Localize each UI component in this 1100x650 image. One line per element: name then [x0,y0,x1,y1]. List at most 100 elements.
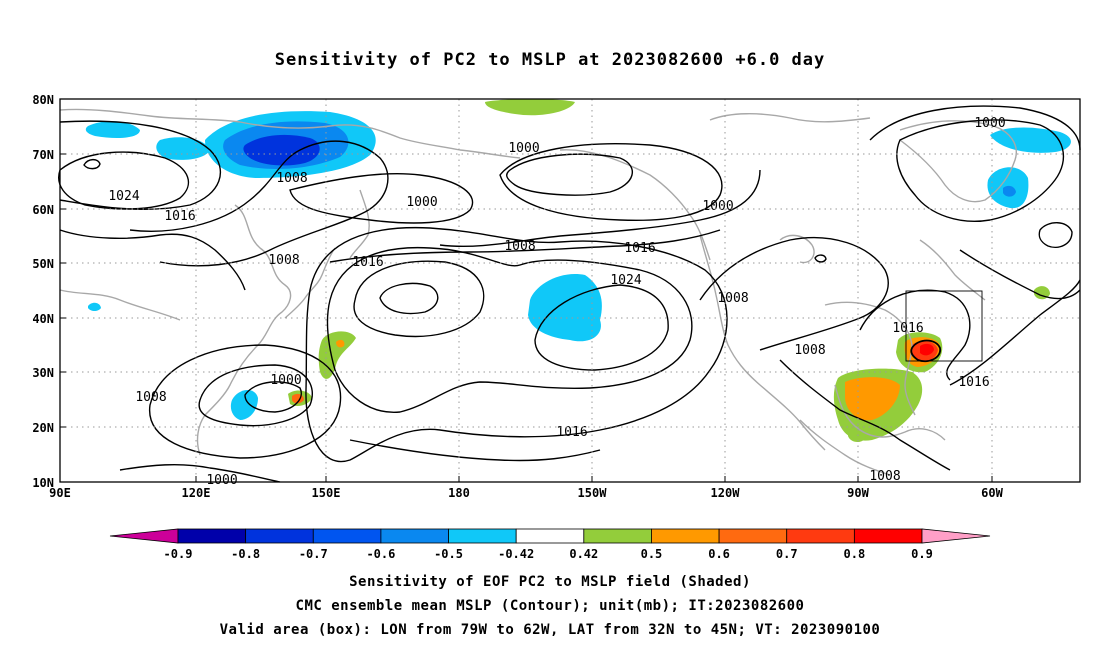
contour-high-central-pacific-inner [379,282,439,315]
contour-siberia-1008 [129,140,389,267]
colorbar-swatch [312,528,382,544]
colorbar-swatch [853,528,923,544]
contour-low-philippine-1000 [198,364,313,427]
contour-labrador-low [1038,222,1073,249]
coast-kamchatka [349,189,370,259]
contour-label: 1016 [892,321,923,336]
coast-labrador [919,239,986,301]
contour-canada-small [814,254,827,263]
shade-philippine-blue [230,389,258,420]
colorbar-label: 0.42 [569,547,598,561]
lat-tick-label: 80N [32,93,54,107]
lon-tick-label: 150W [578,486,608,500]
contour-atlantic-1016 [949,279,1081,386]
lat-tick-label: 70N [32,148,54,162]
shade-greenland-east [990,127,1071,153]
contour-label: 1000 [270,373,301,388]
colorbar-swatch [583,528,652,544]
caption-contour: CMC ensemble mean MSLP (Contour); unit(m… [295,598,805,614]
shade-west-siberia [85,121,140,138]
contour-label: 1000 [406,195,437,210]
contour-high-central-pacific-1024 [353,260,485,338]
contour-label: 1008 [268,253,299,268]
contour-label: 1016 [556,425,587,440]
colorbar-swatch [718,528,788,544]
lat-tick-label: 40N [32,312,54,326]
contour-label: 1024 [610,273,641,288]
valid-area-box [905,290,983,362]
contour-west-low-1 [83,158,101,170]
lat-tick-label: 20N [32,421,54,435]
contour-label: 1008 [504,239,535,254]
colorbar-label: 0.5 [641,547,663,561]
colorbar-label: -0.9 [164,547,193,561]
coast-central-america [799,419,891,476]
contour-greenland-1000 [896,119,1065,222]
colorbar-label: -0.42 [498,547,534,561]
contour-label: 1016 [958,375,989,390]
coast-east-asia [196,204,292,456]
contour-low-philippine-inner [244,381,302,413]
contour-high-east-pacific-1024 [534,284,669,371]
coast-arctic-islands [709,113,871,123]
colorbar-high-end [921,528,991,544]
lon-tick-label: 120E [182,486,211,500]
colorbar-swatch [177,528,247,544]
contour-low-philippine-1008 [149,344,342,459]
lon-tick-label: 90E [49,486,71,500]
contour-arctic-low-inner [506,153,633,196]
contour-mexico-1008 [779,359,951,471]
contour-labels: 1000 1000 1000 1000 1000 1000 1008 1008 … [108,116,1005,488]
gridlines [60,99,1080,482]
lat-tick-label: 50N [32,257,54,271]
contour-label: 1000 [508,141,539,156]
contour-arctic-1000 [289,172,474,224]
chart-title: Sensitivity of PC2 to MSLP at 2023082600… [274,50,826,70]
caption-shading: Sensitivity of EOF PC2 to MSLP field (Sh… [349,574,751,590]
axis-ticks [60,153,993,482]
caption-valid-area: Valid area (box): LON from 79W to 62W, L… [219,622,881,638]
shade-arctic-green [485,99,575,116]
lon-tick-label: 120W [711,486,741,500]
colorbar-label: 0.9 [911,547,933,561]
contour-label: 1008 [135,390,166,405]
colorbar-swatch [245,528,314,544]
shade-japan-orange [336,339,345,348]
colorbar-label: -0.8 [231,547,260,561]
colorbar-label: -0.6 [366,547,395,561]
contour-us-1016 [859,289,971,381]
colorbar-swatch [651,528,720,544]
contour-siberia-1016 [59,120,221,210]
contour-us-east-low [910,339,941,363]
contour-label: 1000 [206,473,237,488]
lon-tick-label: 180 [448,486,470,500]
coast-west-na [699,234,826,451]
shade-siberia-core [243,134,320,166]
coast-korea-japan [284,247,336,319]
lat-tick-label: 30N [32,366,54,380]
contour-high-1016 [326,246,693,413]
lon-tick-label: 60W [981,486,1003,500]
contour-west-1016 [59,229,246,291]
contour-label: 1016 [164,209,195,224]
colorbar-low-end [109,528,179,544]
shade-pacific-blue-2 [550,310,590,335]
contour-high-1008 [305,226,728,463]
lat-tick-label: 10N [32,476,54,490]
contour-label: 1008 [794,343,825,358]
lat-tick-labels: 80N 70N 60N 50N 40N 30N 20N 10N [32,93,54,490]
colorbar-label: -0.7 [299,547,328,561]
contour-atlantic-1008 [959,249,1081,300]
shaded-regions [85,99,1071,443]
shade-atlantic-green [1034,286,1050,300]
shade-india-blue [88,302,101,311]
contour-label: 1008 [717,291,748,306]
contour-label: 1000 [702,199,733,214]
lon-tick-label: 90W [847,486,869,500]
coast-east-na [824,301,916,416]
contour-label: 1024 [108,189,139,204]
colorbar-swatch [448,528,517,544]
shade-gulf-orange [845,377,900,421]
